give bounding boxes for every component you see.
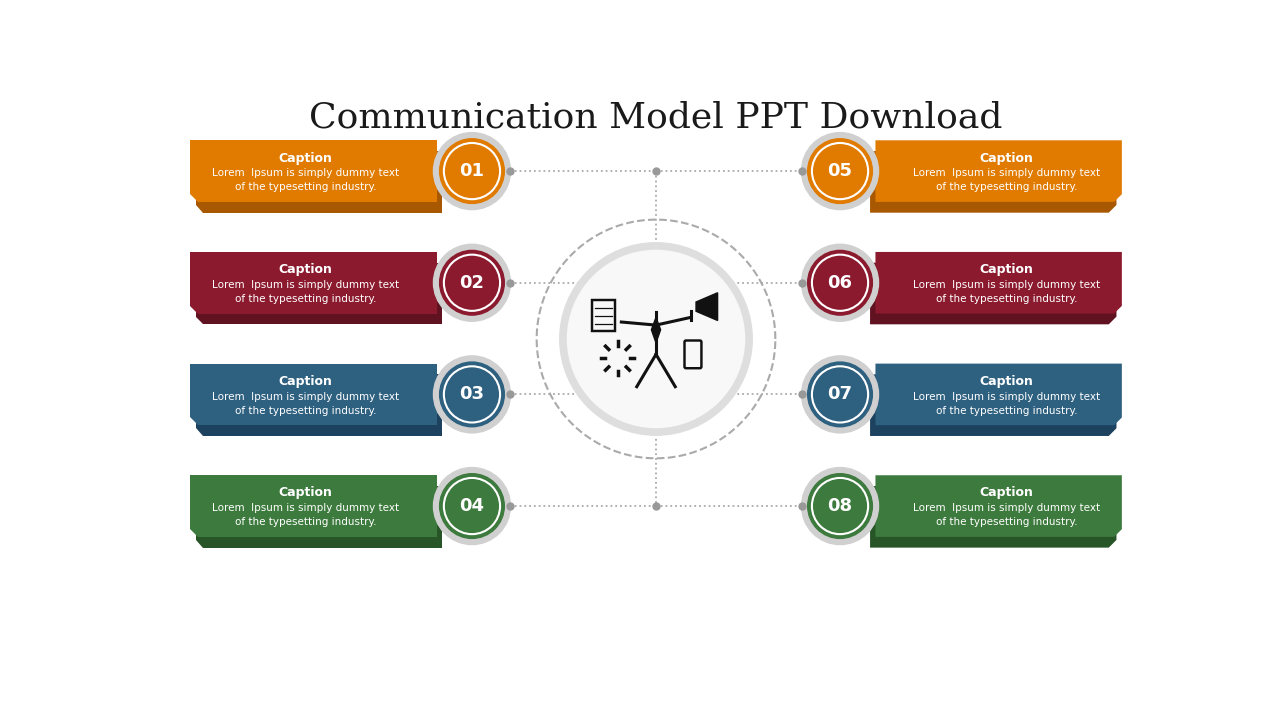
Text: Lorem  Ipsum is simply dummy text
of the typesetting industry.: Lorem Ipsum is simply dummy text of the … [913,392,1100,415]
Polygon shape [696,293,718,320]
Polygon shape [196,151,442,212]
Polygon shape [870,374,1116,436]
Polygon shape [876,140,1121,202]
Text: Lorem  Ipsum is simply dummy text
of the typesetting industry.: Lorem Ipsum is simply dummy text of the … [212,168,399,192]
Polygon shape [196,486,442,548]
Text: Caption: Caption [279,375,333,388]
Text: Caption: Caption [979,375,1033,388]
Text: 01: 01 [460,162,484,180]
Text: Caption: Caption [979,263,1033,276]
Text: Caption: Caption [979,487,1033,500]
Circle shape [439,362,504,427]
Text: Communication Model PPT Download: Communication Model PPT Download [310,100,1002,134]
Polygon shape [876,252,1121,313]
Circle shape [808,251,873,315]
Text: 04: 04 [460,497,484,515]
Polygon shape [870,151,1116,212]
Circle shape [567,251,745,428]
Text: Caption: Caption [279,151,333,164]
Circle shape [801,356,878,433]
Polygon shape [191,140,436,202]
Text: 07: 07 [828,385,852,403]
Text: Caption: Caption [979,151,1033,164]
Polygon shape [876,364,1121,426]
Polygon shape [191,475,436,537]
Circle shape [801,132,878,210]
Circle shape [439,474,504,539]
Circle shape [808,362,873,427]
Text: 02: 02 [460,274,484,292]
Circle shape [439,139,504,204]
Text: Caption: Caption [279,487,333,500]
Circle shape [434,356,511,433]
Polygon shape [191,252,436,313]
Text: Lorem  Ipsum is simply dummy text
of the typesetting industry.: Lorem Ipsum is simply dummy text of the … [913,280,1100,304]
Text: 03: 03 [460,385,484,403]
Circle shape [559,243,753,435]
Text: Lorem  Ipsum is simply dummy text
of the typesetting industry.: Lorem Ipsum is simply dummy text of the … [212,392,399,415]
Text: 05: 05 [828,162,852,180]
Circle shape [808,474,873,539]
Circle shape [801,244,878,321]
Text: 08: 08 [827,497,852,515]
Circle shape [801,467,878,544]
Circle shape [808,139,873,204]
Text: Lorem  Ipsum is simply dummy text
of the typesetting industry.: Lorem Ipsum is simply dummy text of the … [212,503,399,527]
Circle shape [439,251,504,315]
Polygon shape [196,263,442,324]
Text: Lorem  Ipsum is simply dummy text
of the typesetting industry.: Lorem Ipsum is simply dummy text of the … [913,168,1100,192]
Polygon shape [191,364,436,426]
Text: Lorem  Ipsum is simply dummy text
of the typesetting industry.: Lorem Ipsum is simply dummy text of the … [212,280,399,304]
Polygon shape [870,486,1116,548]
Circle shape [434,244,511,321]
Text: 06: 06 [828,274,852,292]
Text: Lorem  Ipsum is simply dummy text
of the typesetting industry.: Lorem Ipsum is simply dummy text of the … [913,503,1100,527]
Polygon shape [870,263,1116,324]
Polygon shape [876,475,1121,537]
Circle shape [434,467,511,544]
Polygon shape [652,318,660,343]
Circle shape [434,132,511,210]
Polygon shape [196,374,442,436]
Text: Caption: Caption [279,263,333,276]
